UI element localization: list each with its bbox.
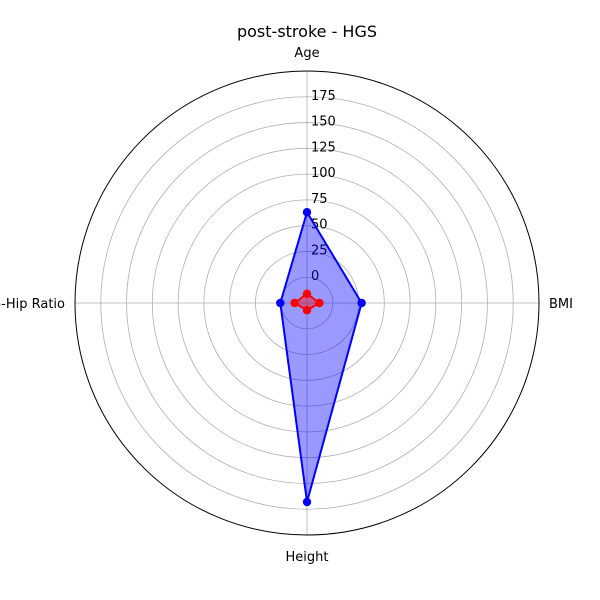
radial-tick-label: 75 xyxy=(311,192,328,207)
series-0-area xyxy=(280,212,362,502)
axis-label-2: Height xyxy=(286,550,329,565)
radial-tick-label: 150 xyxy=(311,115,336,130)
series-1-point-2 xyxy=(302,306,312,315)
radial-tick-label: 25 xyxy=(311,243,328,258)
radial-tick-label: 125 xyxy=(311,140,336,155)
series-0-point-0 xyxy=(302,208,312,217)
series-0-point-3 xyxy=(276,298,285,308)
axis-label-3: Waist-to-Hip Ratio xyxy=(0,297,65,312)
series-1-point-3 xyxy=(290,298,299,308)
series-layer xyxy=(276,208,366,507)
axis-label-0: Age xyxy=(294,46,319,61)
series-1-point-1 xyxy=(315,298,324,308)
series-0-point-1 xyxy=(357,298,366,308)
polar-frame xyxy=(74,70,540,536)
axis-label-1: BMI xyxy=(549,297,573,312)
radial-tick-label: 0 xyxy=(311,269,319,284)
axis-labels: Age BMI Height Waist-to-Hip Ratio xyxy=(0,46,573,565)
series-1-point-0 xyxy=(302,289,312,298)
series-0-point-2 xyxy=(302,497,312,507)
radial-tick-label: 50 xyxy=(311,218,328,233)
chart-title: post-stroke - HGS xyxy=(237,22,377,41)
radial-tick-label: 100 xyxy=(311,166,336,181)
radial-tick-label: 175 xyxy=(311,89,336,104)
